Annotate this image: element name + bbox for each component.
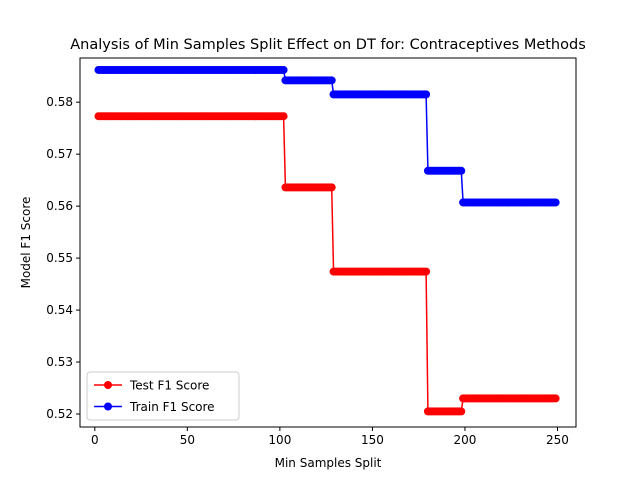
- x-tick-label: 150: [361, 433, 384, 447]
- y-tick-label: 0.57: [46, 147, 73, 161]
- data-point: [422, 267, 431, 276]
- data-point: [422, 90, 431, 99]
- data-point: [551, 198, 560, 207]
- x-tick-label: 50: [180, 433, 195, 447]
- chart-title: Analysis of Min Samples Split Effect on …: [70, 37, 586, 53]
- y-tick-label: 0.58: [46, 95, 73, 109]
- legend-box: [86, 371, 240, 421]
- y-tick-label: 0.52: [46, 407, 73, 421]
- x-tick-label: 100: [268, 433, 291, 447]
- y-tick-label: 0.55: [46, 251, 73, 265]
- series-train: [94, 65, 560, 207]
- data-point: [327, 76, 336, 85]
- series-layer: [94, 65, 560, 416]
- y-tick-label: 0.56: [46, 199, 73, 213]
- x-tick-label: 200: [454, 433, 477, 447]
- data-point: [279, 65, 288, 74]
- legend-entry: Test F1 Score: [94, 379, 209, 393]
- plot-frame: [79, 57, 577, 428]
- y-tick-label: 0.53: [46, 355, 73, 369]
- x-tick-label: 0: [91, 433, 99, 447]
- x-ticks: 0 50 100 150 200 250: [91, 427, 569, 447]
- data-point: [551, 394, 560, 403]
- legend: Test F1 Score Train F1 Score: [86, 371, 240, 421]
- data-point: [457, 166, 466, 175]
- data-point: [457, 407, 466, 416]
- data-point: [279, 112, 288, 121]
- legend-marker: [104, 381, 112, 389]
- legend-entry: Train F1 Score: [94, 400, 215, 414]
- legend-marker: [104, 402, 112, 411]
- y-ticks: 0.52 0.53 0.54 0.55 0.56 0.57 0.58: [46, 95, 80, 421]
- data-point: [327, 183, 336, 192]
- x-axis-label: Min Samples Split: [275, 456, 382, 470]
- legend-label: Train F1 Score: [129, 400, 215, 414]
- legend-label: Test F1 Score: [129, 379, 209, 393]
- series-test: [94, 112, 560, 416]
- y-axis-label: Model F1 Score: [19, 197, 33, 289]
- y-tick-label: 0.54: [46, 303, 73, 317]
- axes-layer: [79, 57, 577, 428]
- x-tick-label: 250: [546, 433, 569, 447]
